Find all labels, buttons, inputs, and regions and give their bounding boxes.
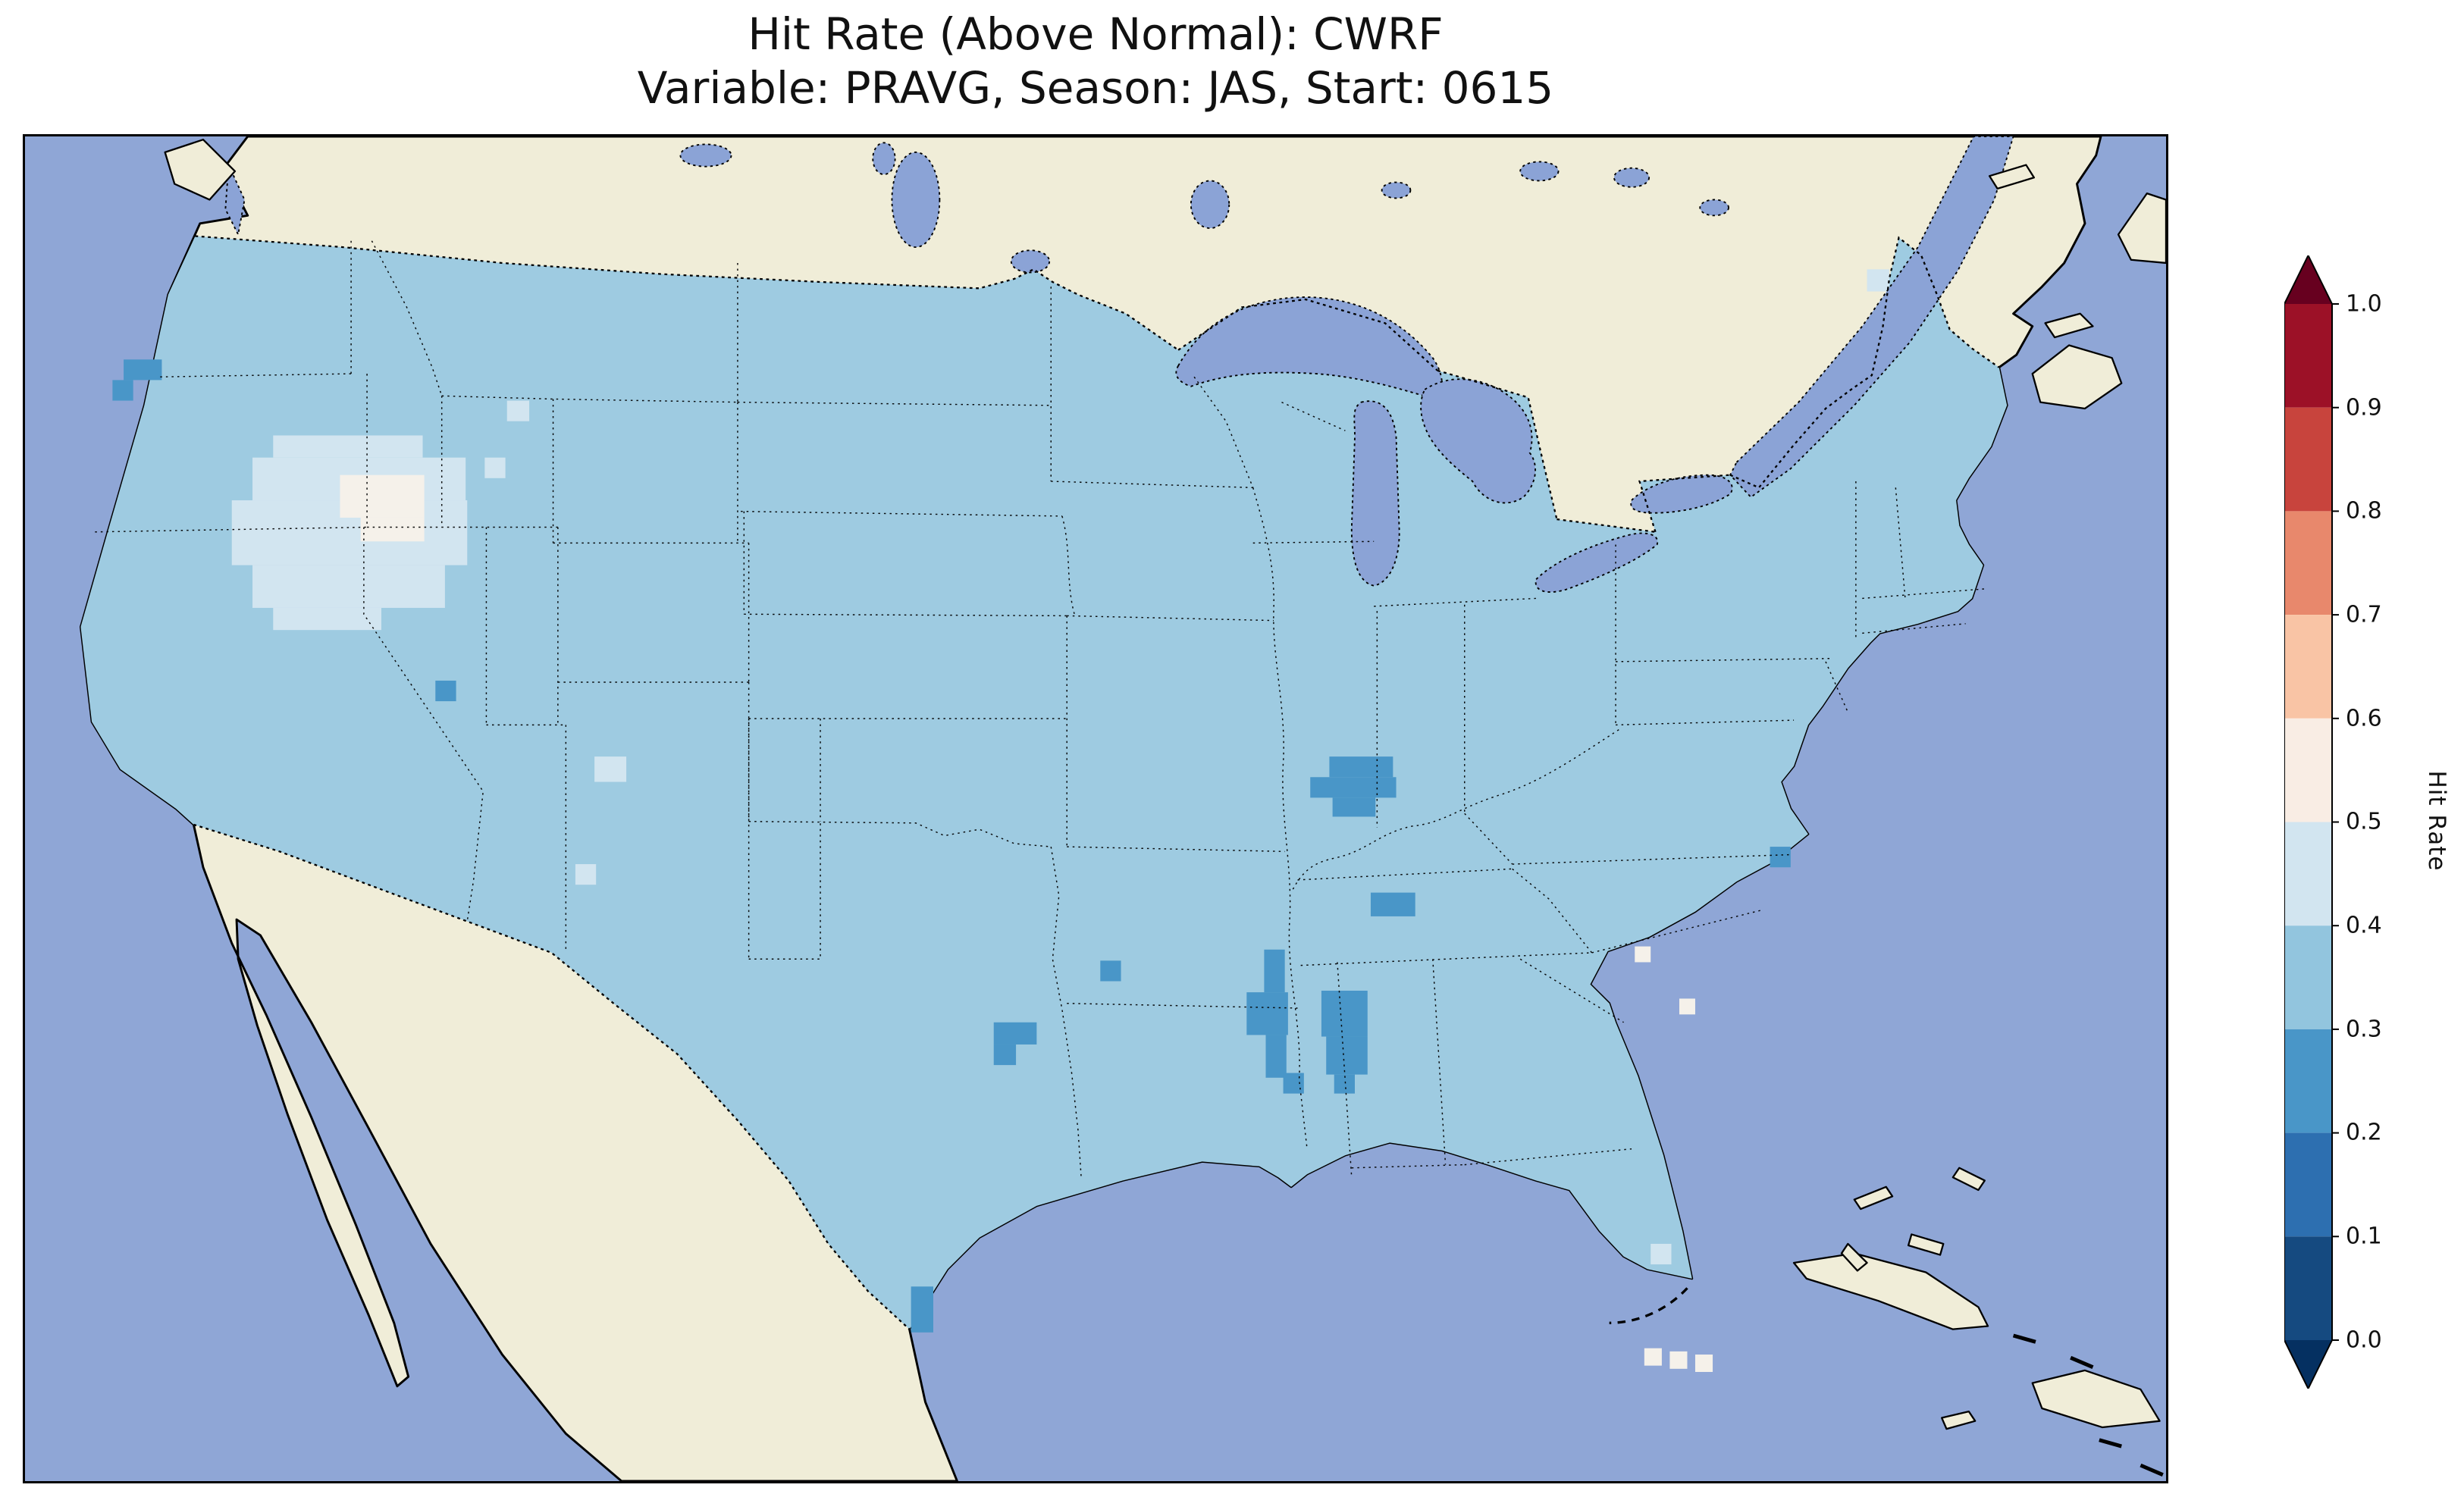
lake-winnipeg [891,151,941,249]
hitrate-cells-highest-white [340,475,1713,1372]
vancouver-island [164,139,237,201]
great-lakes [224,136,2014,594]
hitrate-cells-high-pale [231,269,1908,1265]
anticosti-island [1988,164,2036,190]
us-data-region [80,236,2008,1330]
islands [164,139,2166,1477]
colorbar-segment [2284,926,2332,1029]
nova-scotia [2031,344,2123,410]
newfoundland [2117,192,2166,265]
colorbar-under-arrow [2284,1340,2332,1389]
colorbar-tick: 0.6 [2346,705,2382,732]
title-line2: Variable: PRAVG, Season: JAS, Start: 061… [637,61,1554,114]
bahamas-island [1853,1185,1894,1211]
colorbar-segment [2284,511,2332,615]
prince-edward-island [2044,312,2094,339]
cuba [1792,1252,1989,1330]
us-mexico-border [193,823,911,1330]
lake-michigan [1350,400,1400,587]
colorbar-tick: 0.2 [2346,1119,2382,1146]
map-panel [23,134,2168,1483]
colorbar-tick: 0.8 [2346,497,2382,525]
puget-sound [224,164,246,237]
colorbar-segment [2284,1132,2332,1237]
florida-keys [1609,1287,1688,1324]
colorbar-segment [2284,1029,2332,1133]
title-line1: Hit Rate (Above Normal): CWRF [748,8,1444,60]
us-canada-border [195,235,2000,533]
colorbar-segment [2284,407,2332,512]
colorbar-tick: 0.9 [2346,394,2382,421]
st-lawrence-river [1729,136,2014,499]
canada-lake [679,143,732,168]
bahamas-island [1907,1233,1945,1256]
lake-ontario [1630,474,1733,514]
colorbar-svg [2284,253,2339,1391]
colorbar-axis-label: Hit Rate [2423,770,2450,872]
lake-huron [1420,378,1536,504]
map-svg [25,136,2166,1481]
lake-erie [1535,532,1659,594]
colorbar-segment [2284,718,2332,822]
canada-lake [872,142,896,176]
colorbar-tick-labels: 1.0 0.9 0.8 0.7 0.6 0.5 0.4 0.3 0.2 0.1 … [2346,291,2429,1354]
state-borders [95,240,1985,1178]
colorbar-tick: 0.3 [2346,1016,2382,1043]
colorbar-segment [2284,615,2332,719]
colorbar-tick: 0.0 [2346,1326,2382,1354]
colorbar-tick: 0.4 [2346,912,2382,939]
colorbar-segment [2284,822,2332,926]
colorbar-tick: 1.0 [2346,290,2382,318]
canada-lake [1381,181,1412,199]
lake-nipigon [1190,180,1230,229]
colorbar-tick: 0.5 [2346,808,2382,835]
colorbar-over-arrow [2284,255,2332,304]
andros-island [1840,1242,1868,1272]
colorbar-tick: 0.7 [2346,601,2382,628]
colorbar-tick-marks [2332,303,2339,1341]
small-antilles-islands [2012,1333,2164,1477]
canada-lake [1519,161,1560,182]
colorbar-tick: 0.1 [2346,1223,2382,1250]
canada-lake [1613,167,1651,188]
lake-of-the-woods [1010,249,1051,274]
colorbar-segment [2284,304,2332,408]
bahamas-island [1951,1167,1986,1192]
canada-lake [1699,199,1729,217]
hispaniola [2031,1369,2161,1429]
colorbar [2284,253,2339,1391]
canada-lakes [679,142,1729,274]
colorbar-segment [2284,1236,2332,1340]
jamaica [1941,1411,1977,1430]
hitrate-cells-low [112,359,1791,1333]
figure-title: Hit Rate (Above Normal): CWRF Variable: … [23,8,2168,115]
